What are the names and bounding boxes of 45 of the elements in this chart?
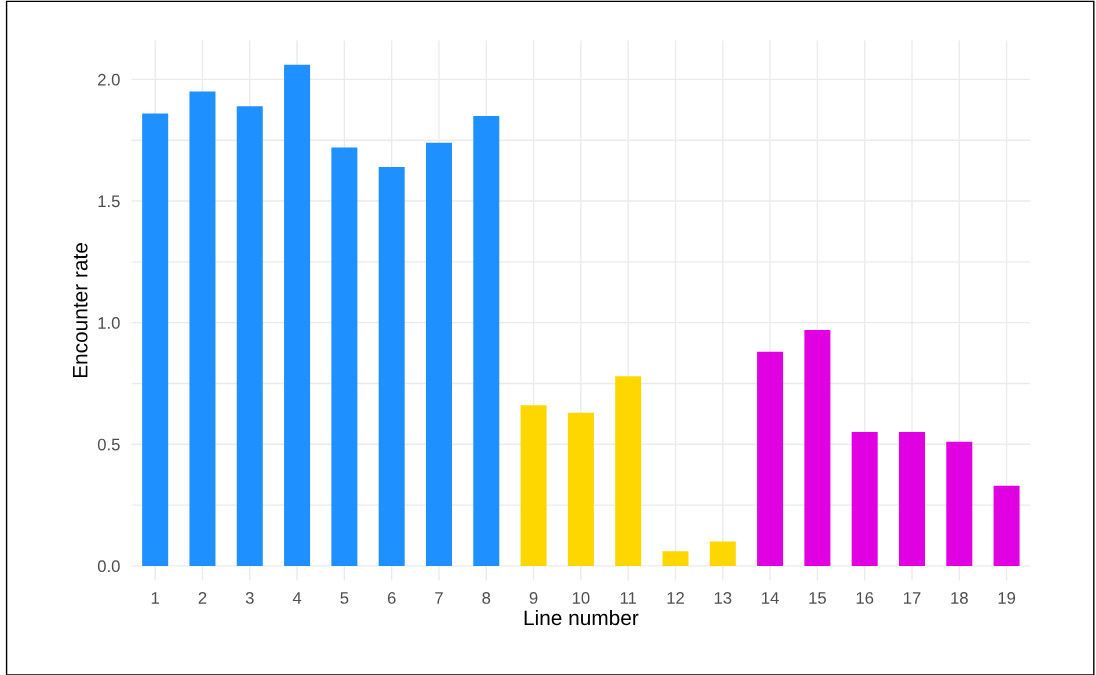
- bar: [142, 113, 169, 566]
- x-tick-label: 5: [340, 592, 349, 604]
- bar: [898, 432, 925, 566]
- bar: [662, 551, 689, 566]
- x-tick-label: 2: [198, 592, 207, 604]
- bar: [425, 142, 452, 566]
- bar: [473, 115, 500, 566]
- bar: [236, 106, 263, 566]
- x-tick-label: 8: [482, 592, 491, 604]
- y-tick-label: 0.5: [97, 438, 120, 451]
- x-tick-label: 17: [903, 592, 921, 604]
- y-axis-title: Encounter rate: [73, 243, 88, 378]
- x-tick-label: 19: [998, 592, 1016, 604]
- y-tick-label: 2.0: [98, 73, 120, 86]
- bar: [993, 485, 1020, 566]
- x-tick-label: 9: [529, 592, 538, 604]
- bar: [709, 541, 736, 566]
- bar: [284, 64, 311, 566]
- x-tick-label: 18: [951, 592, 968, 604]
- bar: [757, 351, 784, 566]
- bar: [567, 412, 594, 566]
- x-tick-label: 10: [572, 592, 590, 604]
- x-tick-label: 6: [387, 592, 396, 604]
- x-tick-label: 11: [620, 592, 637, 604]
- bar: [520, 405, 547, 566]
- x-tick-label: 13: [714, 592, 732, 604]
- x-tick-label: 7: [435, 592, 443, 604]
- x-tick-label: 12: [667, 592, 684, 604]
- bar: [378, 166, 405, 566]
- bar: [851, 432, 878, 566]
- x-tick-label: 14: [762, 592, 779, 604]
- y-tick-label: 1.5: [98, 195, 120, 208]
- bar: [804, 329, 831, 566]
- bar: [331, 147, 358, 566]
- x-tick-label: 4: [292, 592, 302, 604]
- bar: [946, 441, 973, 566]
- x-tick-label: 1: [151, 592, 159, 604]
- x-tick-label: 16: [856, 592, 874, 604]
- x-tick-label: 15: [809, 592, 826, 604]
- y-tick-label: 0.0: [97, 560, 120, 573]
- bar: [615, 376, 642, 566]
- x-tick-label: 3: [245, 592, 254, 604]
- y-tick-label: 1.0: [98, 317, 120, 329]
- x-axis-title: Line number: [524, 609, 639, 626]
- bar: [189, 91, 216, 566]
